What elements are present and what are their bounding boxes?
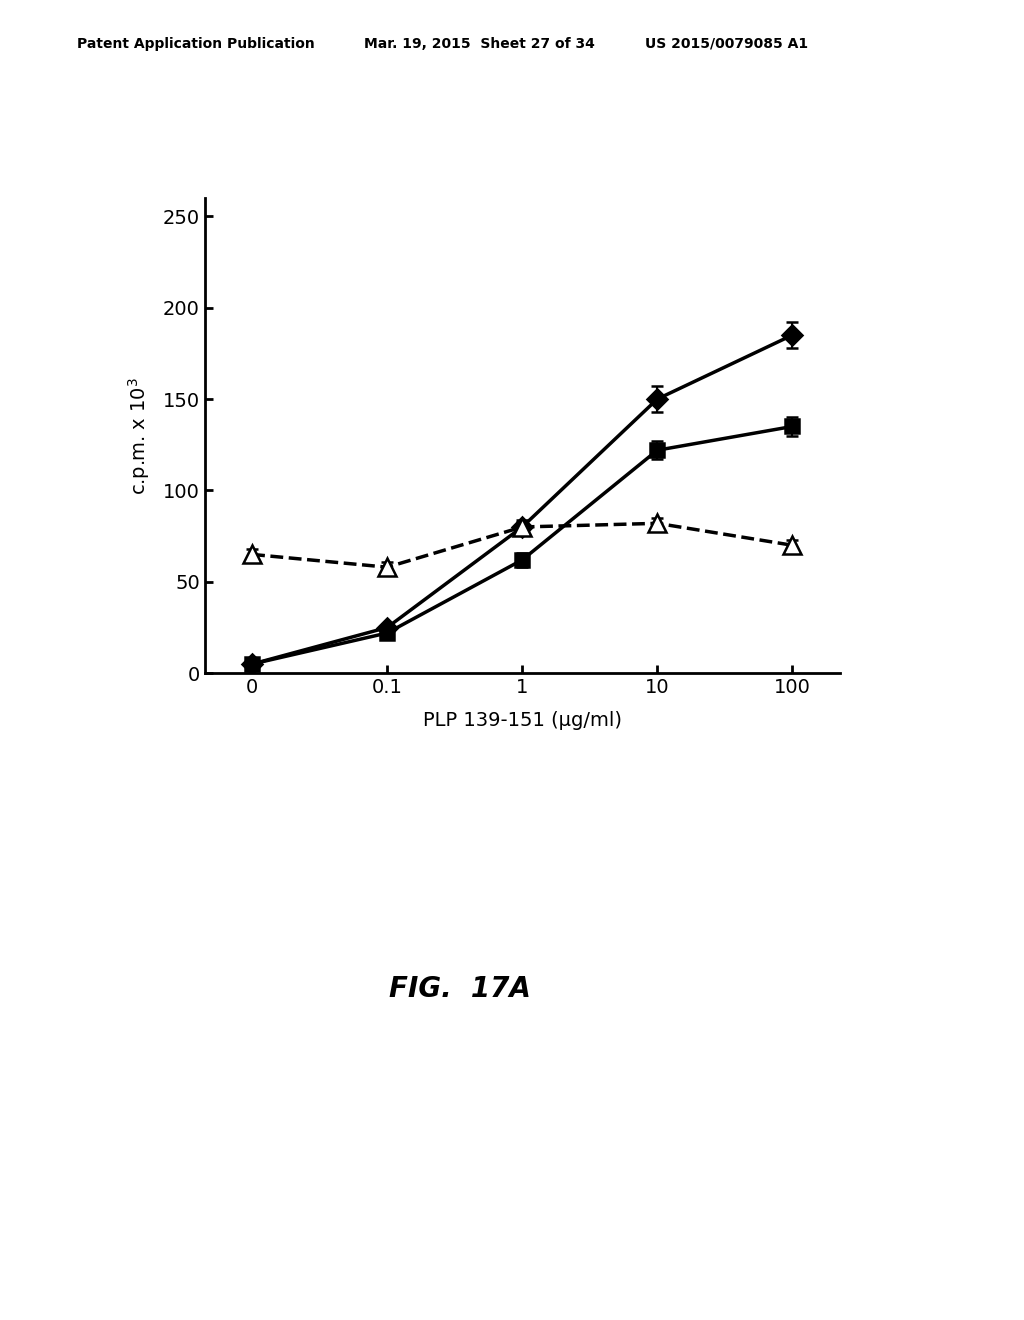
Y-axis label: c.p.m. x 10$^3$: c.p.m. x 10$^3$ [126,376,152,495]
Text: Mar. 19, 2015  Sheet 27 of 34: Mar. 19, 2015 Sheet 27 of 34 [364,37,594,50]
X-axis label: PLP 139-151 (μg/ml): PLP 139-151 (μg/ml) [423,711,622,730]
Text: US 2015/0079085 A1: US 2015/0079085 A1 [645,37,808,50]
Text: FIG.  17A: FIG. 17A [389,974,531,1003]
Text: Patent Application Publication: Patent Application Publication [77,37,314,50]
